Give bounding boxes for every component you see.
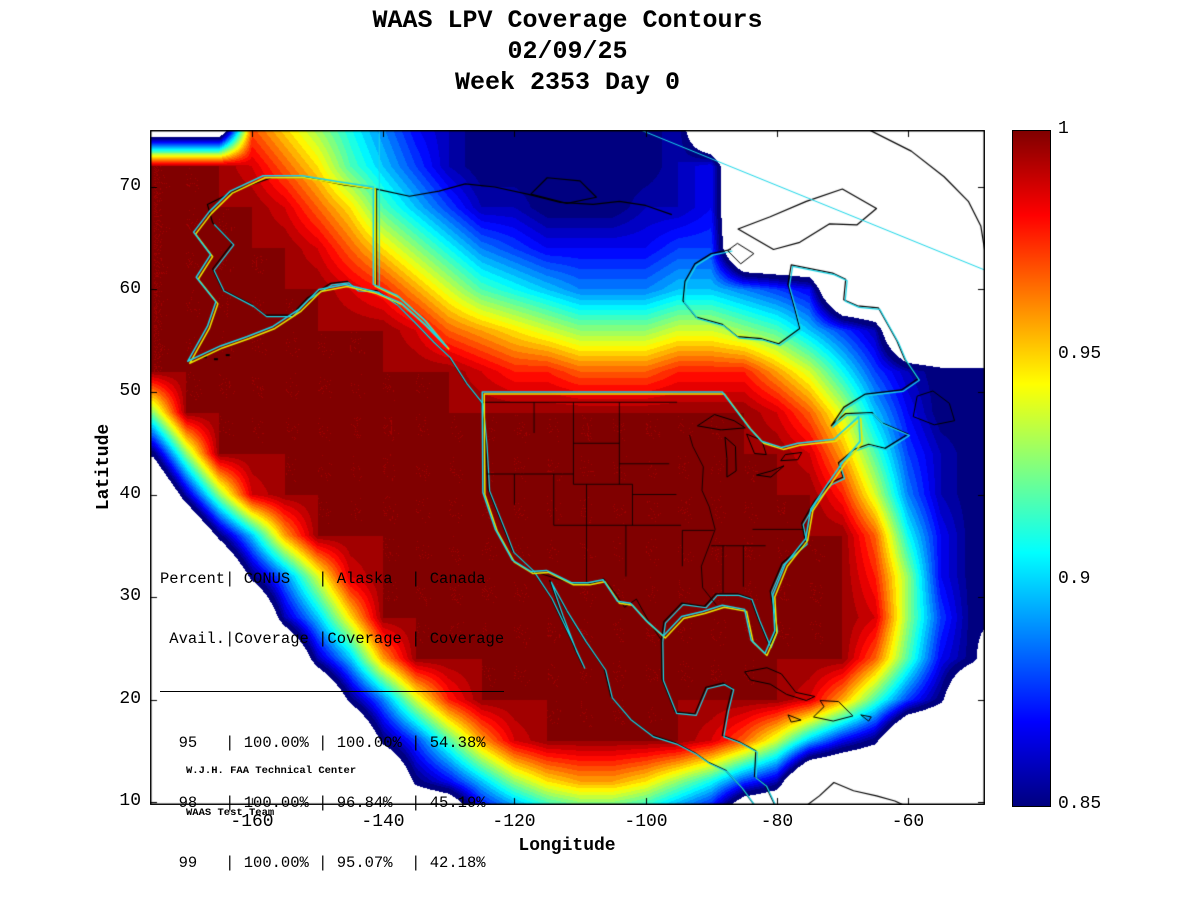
coverage-table-row: 98 | 100.00% | 96.84% | 45.19% [160, 794, 486, 812]
x-tick-label: -100 [624, 812, 668, 832]
x-axis-label: Longitude [518, 836, 616, 856]
y-tick-label: 60 [119, 279, 141, 299]
y-tick-label: 40 [119, 484, 141, 504]
colorbar-tick-label: 0.95 [1058, 344, 1102, 364]
colorbar-tick-label: 1 [1058, 119, 1069, 139]
x-tick-label: -160 [230, 812, 274, 832]
coverage-table-rule [160, 691, 504, 692]
coverage-table-row: 99 | 100.00% | 95.07% | 42.18% [160, 854, 486, 872]
y-tick-label: 50 [119, 381, 141, 401]
plot-area: Percent| CONUS | Alaska | Canada Avail.|… [150, 130, 985, 872]
colorbar [1012, 130, 1051, 807]
y-tick-label: 10 [119, 791, 141, 811]
x-tick-label: -140 [361, 812, 405, 832]
coverage-table-row: 95 | 100.00% | 100.00% | 54.38% [160, 734, 486, 752]
y-tick-label: 30 [119, 586, 141, 606]
colorbar-tick-label: 0.85 [1058, 794, 1102, 814]
coverage-table: Percent| CONUS | Alaska | Canada Avail.|… [160, 529, 504, 900]
x-tick-label: -60 [891, 812, 925, 832]
credit-line-2: WAAS Test Team [186, 807, 275, 819]
coverage-table-header-row2: Avail.|Coverage |Coverage | Coverage [160, 630, 505, 648]
credit-text: W.J.H. FAA Technical Center WAAS Test Te… [186, 736, 356, 848]
colorbar-tick-label: 0.9 [1058, 569, 1091, 589]
x-tick-label: -80 [760, 812, 794, 832]
plot-date: 02/09/25 [507, 37, 628, 66]
credit-line-1: W.J.H. FAA Technical Center [186, 765, 357, 777]
y-tick-label: 20 [119, 689, 141, 709]
y-tick-label: 70 [119, 176, 141, 196]
contour-map-canvas [150, 130, 985, 805]
plot-week-day: Week 2353 Day 0 [454, 68, 681, 97]
coverage-table-header-row1: Percent| CONUS | Alaska | Canada [160, 570, 486, 588]
plot-title: WAAS LPV Coverage Contours [372, 6, 763, 35]
x-tick-label: -120 [492, 812, 536, 832]
